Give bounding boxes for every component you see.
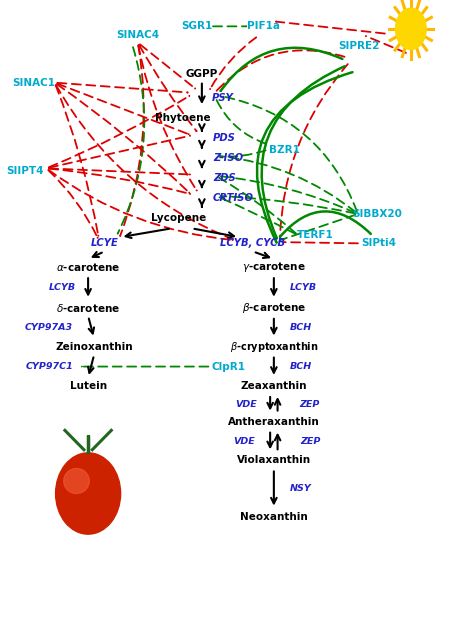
Text: LCYB: LCYB: [290, 283, 317, 292]
Text: Neoxanthin: Neoxanthin: [240, 512, 308, 522]
FancyArrowPatch shape: [217, 50, 345, 90]
Text: Lutein: Lutein: [70, 381, 107, 391]
FancyArrowPatch shape: [56, 85, 233, 240]
FancyArrowPatch shape: [55, 85, 99, 236]
FancyArrowPatch shape: [210, 38, 256, 89]
FancyArrowPatch shape: [57, 84, 189, 193]
Text: $\gamma$-carotene: $\gamma$-carotene: [242, 260, 306, 274]
Text: PSY: PSY: [212, 92, 234, 103]
Text: Lycopene: Lycopene: [151, 213, 206, 224]
Text: Antheraxanthin: Antheraxanthin: [228, 417, 320, 427]
FancyArrowPatch shape: [280, 211, 371, 237]
Text: CYP97A3: CYP97A3: [25, 324, 73, 333]
Text: Zeinoxanthin: Zeinoxanthin: [55, 341, 133, 352]
Text: SINAC1: SINAC1: [12, 78, 55, 88]
Text: SIBBX20: SIBBX20: [353, 209, 402, 219]
FancyArrowPatch shape: [221, 156, 356, 212]
Text: PDS: PDS: [213, 133, 236, 143]
Text: Zeaxanthin: Zeaxanthin: [241, 381, 307, 391]
Ellipse shape: [64, 468, 89, 494]
Text: ZEP: ZEP: [301, 437, 321, 446]
FancyArrowPatch shape: [217, 100, 265, 143]
Text: Z-ISO: Z-ISO: [213, 153, 243, 162]
FancyArrowPatch shape: [223, 97, 357, 211]
FancyArrowPatch shape: [49, 168, 190, 175]
Text: ZEP: ZEP: [300, 399, 320, 408]
Text: $\delta$-carotene: $\delta$-carotene: [56, 302, 120, 314]
FancyArrowPatch shape: [118, 47, 144, 234]
Text: GGPP: GGPP: [186, 69, 218, 80]
Text: BZR1: BZR1: [269, 145, 300, 155]
FancyArrowPatch shape: [57, 83, 189, 134]
Text: PIF1a: PIF1a: [246, 22, 280, 31]
Text: SIPRE2: SIPRE2: [338, 41, 380, 52]
FancyArrowPatch shape: [49, 96, 189, 168]
Text: SGR1: SGR1: [182, 22, 213, 31]
FancyArrowPatch shape: [139, 45, 197, 131]
Text: NSY: NSY: [290, 484, 312, 493]
Text: ZDS: ZDS: [213, 173, 236, 183]
FancyArrowPatch shape: [48, 170, 98, 238]
FancyArrowPatch shape: [221, 196, 355, 213]
Text: VDE: VDE: [234, 437, 255, 446]
Text: BCH: BCH: [290, 324, 312, 333]
FancyArrowPatch shape: [280, 215, 356, 240]
FancyArrowPatch shape: [49, 169, 190, 194]
Text: SINAC4: SINAC4: [116, 30, 159, 40]
Text: LCYB, CYCB: LCYB, CYCB: [220, 238, 285, 248]
Circle shape: [395, 8, 426, 50]
FancyArrowPatch shape: [280, 64, 348, 238]
FancyArrowPatch shape: [138, 45, 197, 190]
FancyArrowPatch shape: [219, 178, 296, 233]
FancyArrowPatch shape: [57, 83, 188, 92]
Text: TERF1: TERF1: [297, 230, 334, 240]
Text: ClpR1: ClpR1: [212, 362, 246, 371]
FancyArrowPatch shape: [219, 197, 296, 234]
Text: SIPti4: SIPti4: [361, 238, 396, 248]
Text: CRTISO: CRTISO: [213, 193, 254, 203]
FancyArrowPatch shape: [49, 136, 190, 168]
FancyArrowPatch shape: [140, 45, 195, 89]
FancyArrowPatch shape: [366, 36, 406, 53]
Text: Phytoene: Phytoene: [155, 113, 211, 124]
FancyArrowPatch shape: [257, 72, 353, 243]
Text: VDE: VDE: [235, 399, 257, 408]
FancyArrowPatch shape: [48, 170, 233, 240]
FancyArrowPatch shape: [120, 45, 144, 236]
FancyArrowPatch shape: [221, 176, 356, 213]
FancyArrowPatch shape: [262, 66, 345, 238]
Ellipse shape: [55, 453, 120, 534]
Text: $\beta$-carotene: $\beta$-carotene: [242, 301, 306, 315]
FancyArrowPatch shape: [221, 48, 342, 91]
Text: BCH: BCH: [290, 362, 312, 371]
Text: LCYE: LCYE: [91, 238, 118, 248]
Text: Violaxanthin: Violaxanthin: [237, 455, 311, 466]
FancyArrowPatch shape: [276, 22, 385, 34]
FancyArrowPatch shape: [220, 150, 265, 157]
Text: $\alpha$-carotene: $\alpha$-carotene: [56, 261, 120, 273]
Text: SIIPT4: SIIPT4: [7, 166, 44, 176]
Text: LCYB: LCYB: [48, 283, 75, 292]
Text: CYP97C1: CYP97C1: [26, 362, 73, 371]
FancyArrowPatch shape: [283, 242, 358, 243]
Text: $\beta$-cryptoxanthin: $\beta$-cryptoxanthin: [229, 340, 318, 354]
